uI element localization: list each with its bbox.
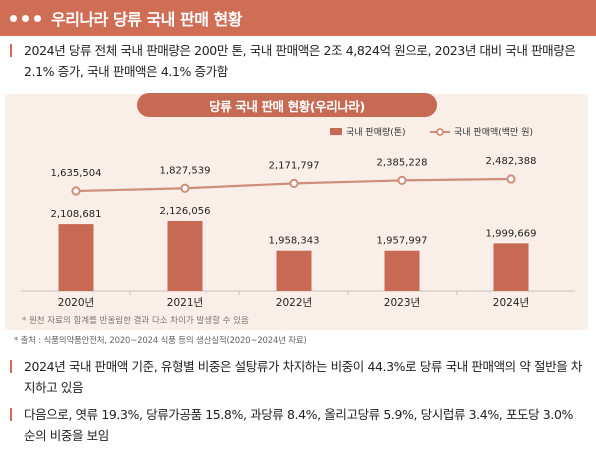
x-tick-label: 2024년 — [493, 297, 529, 309]
bar-value-label: 1,999,669 — [486, 228, 537, 239]
line-value-label: 1,635,504 — [51, 168, 102, 179]
header-banner: 우리나라 당류 국내 판매 현황 — [0, 0, 596, 36]
dot-icon — [10, 14, 17, 22]
chart-note: * 원천 자료의 합계를 반올림한 결과 다소 차이가 발생할 수 있음 — [22, 315, 249, 326]
bullet-paragraph: 다음으로, 엿류 19.3%, 당류가공품 15.8%, 과당류 8.4%, 올… — [10, 404, 586, 446]
bars-layer — [21, 221, 575, 295]
legend-line-marker — [436, 128, 444, 136]
legend-label-bar: 국내 판매량(톤) — [346, 126, 406, 138]
line-value-label: 1,827,539 — [160, 165, 211, 176]
bullet-bar-icon — [10, 408, 12, 421]
dot-icon — [22, 14, 29, 22]
summary-text: 2024년 당류 전체 국내 판매량은 200만 톤, 국내 판매액은 2조 4… — [24, 43, 576, 79]
line-value-label: 2,385,228 — [377, 157, 428, 168]
chart-title: 당류 국내 판매 현황(우리나라) — [137, 93, 437, 117]
line-point — [397, 175, 407, 185]
bar-value-label: 1,957,997 — [377, 236, 428, 247]
bar-value-label: 2,126,056 — [160, 206, 211, 217]
bullet-bar-icon — [10, 360, 12, 373]
header-dots — [10, 14, 41, 22]
line-point — [71, 186, 81, 196]
x-tick-label: 2021년 — [167, 297, 203, 309]
page-title: 우리나라 당류 국내 판매 현황 — [51, 10, 242, 29]
line-value-label: 2,171,797 — [269, 160, 320, 171]
bar-value-label: 1,958,343 — [269, 236, 320, 247]
line-point — [289, 178, 299, 189]
legend-bar-swatch — [330, 128, 342, 135]
legend-label-line: 국내 판매액(백만 원) — [454, 126, 533, 138]
bar-mark — [167, 221, 203, 291]
bullet-text: 다음으로, 엿류 19.3%, 당류가공품 15.8%, 과당류 8.4%, 올… — [24, 407, 573, 443]
bar-mark — [58, 224, 94, 291]
bullet-text: 2024년 국내 판매액 기준, 유형별 비중은 설탕류가 차지하는 비중이 4… — [24, 359, 582, 395]
x-tick-label: 2022년 — [276, 297, 312, 309]
bullet-bar-icon — [10, 44, 12, 57]
bar-mark — [493, 243, 529, 291]
line-value-label: 2,482,388 — [486, 156, 537, 167]
bullet-paragraph: 2024년 국내 판매액 기준, 유형별 비중은 설탕류가 차지하는 비중이 4… — [10, 356, 586, 398]
bar-mark — [384, 250, 420, 291]
summary-paragraph: 2024년 당류 전체 국내 판매량은 200만 톤, 국내 판매액은 2조 4… — [10, 40, 586, 82]
labels-layer: 2,108,681 2020년 2,126,056 2021년 1,958,343 202… — [51, 156, 537, 309]
line-layer — [71, 174, 516, 196]
legend: 국내 판매량(톤) 국내 판매액(백만 원) — [330, 126, 533, 138]
line-point — [180, 183, 190, 193]
bar-value-label: 2,108,681 — [51, 209, 102, 220]
source-note: * 출처 : 식품의약품안전처, 2020~2024 식품 등의 생산실적(20… — [14, 336, 307, 346]
bar-mark — [276, 250, 312, 291]
line-point — [506, 174, 516, 184]
x-tick-label: 2023년 — [384, 297, 420, 309]
x-tick-label: 2020년 — [58, 297, 94, 309]
dot-icon — [34, 14, 41, 22]
